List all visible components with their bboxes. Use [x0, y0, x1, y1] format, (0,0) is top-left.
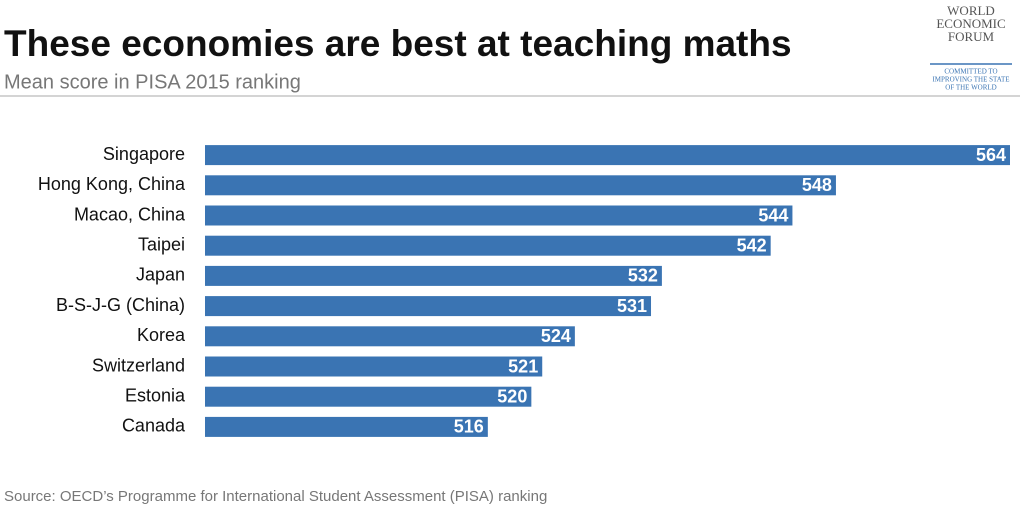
category-label: Korea	[137, 325, 186, 345]
chart-title: These economies are best at teaching mat…	[4, 23, 792, 64]
category-label: Macao, China	[74, 204, 186, 224]
category-label: Switzerland	[92, 355, 185, 375]
category-label: Estonia	[125, 385, 186, 405]
category-label: Taipei	[138, 234, 185, 254]
source: Source: OECD’s Programme for Internation…	[4, 488, 547, 505]
bar	[205, 265, 662, 286]
value-label: 532	[628, 266, 658, 286]
bar	[205, 326, 575, 347]
value-label: 520	[497, 386, 527, 406]
value-label: 516	[454, 417, 484, 437]
bar	[205, 235, 771, 256]
logo-text: WORLD	[947, 3, 995, 18]
logo-tagline: IMPROVING THE STATE	[932, 76, 1009, 84]
bar	[205, 296, 652, 317]
bar	[205, 145, 1010, 166]
logo-tagline: COMMITTED TO	[944, 68, 997, 76]
bar	[205, 386, 532, 407]
chart-subtitle: Mean score in PISA 2015 ranking	[4, 71, 301, 93]
logo-tagline: OF THE WORLD	[945, 84, 996, 92]
logo-text: ECONOMIC	[936, 16, 1005, 31]
bar	[205, 356, 543, 377]
value-label: 548	[802, 175, 832, 195]
category-label: Hong Kong, China	[38, 174, 186, 194]
bar	[205, 175, 836, 196]
logo: WORLD ECONOMIC FORUM COMMITTED TO IMPROV…	[930, 3, 1012, 92]
category-label: Singapore	[103, 144, 185, 164]
value-label: 524	[541, 326, 571, 346]
bar	[205, 416, 488, 437]
category-label: Canada	[122, 416, 186, 436]
value-label: 542	[737, 235, 767, 255]
bar	[205, 205, 793, 226]
category-label: Japan	[136, 265, 185, 285]
category-label: B-S-J-G (China)	[56, 295, 185, 315]
value-label: 544	[758, 205, 788, 225]
logo-text: FORUM	[948, 29, 995, 44]
value-label: 564	[976, 145, 1006, 165]
value-label: 531	[617, 296, 647, 316]
value-label: 521	[508, 356, 538, 376]
